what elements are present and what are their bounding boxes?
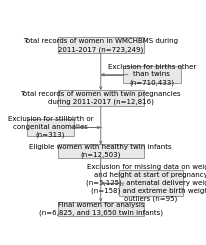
Text: Exclusion for stillbirth or
congenital anomalies
(n=313): Exclusion for stillbirth or congenital a… xyxy=(8,117,93,138)
FancyBboxPatch shape xyxy=(58,145,144,158)
FancyBboxPatch shape xyxy=(123,66,181,83)
Text: Total records of women in WMCHBMS during
2011-2017 (n=723,249): Total records of women in WMCHBMS during… xyxy=(23,38,178,53)
Text: Exclusion for births other
than twins
(n=710,433): Exclusion for births other than twins (n… xyxy=(108,64,196,86)
Text: Total records of women with twin pregnancies
during 2011-2017 (n=12,816): Total records of women with twin pregnan… xyxy=(20,91,181,105)
FancyBboxPatch shape xyxy=(27,119,74,136)
Text: Final women for analysis
(n=6,825, and 13,650 twin infants): Final women for analysis (n=6,825, and 1… xyxy=(39,202,163,216)
FancyBboxPatch shape xyxy=(58,37,144,53)
Text: Exclusion for missing data on weight
and height at start of pregnancy
(n=5,125),: Exclusion for missing data on weight and… xyxy=(86,164,206,202)
Text: Eligible women with healthy twin infants
(n=12,503): Eligible women with healthy twin infants… xyxy=(29,144,172,158)
FancyBboxPatch shape xyxy=(119,171,183,196)
FancyBboxPatch shape xyxy=(58,90,144,106)
FancyBboxPatch shape xyxy=(58,202,144,216)
